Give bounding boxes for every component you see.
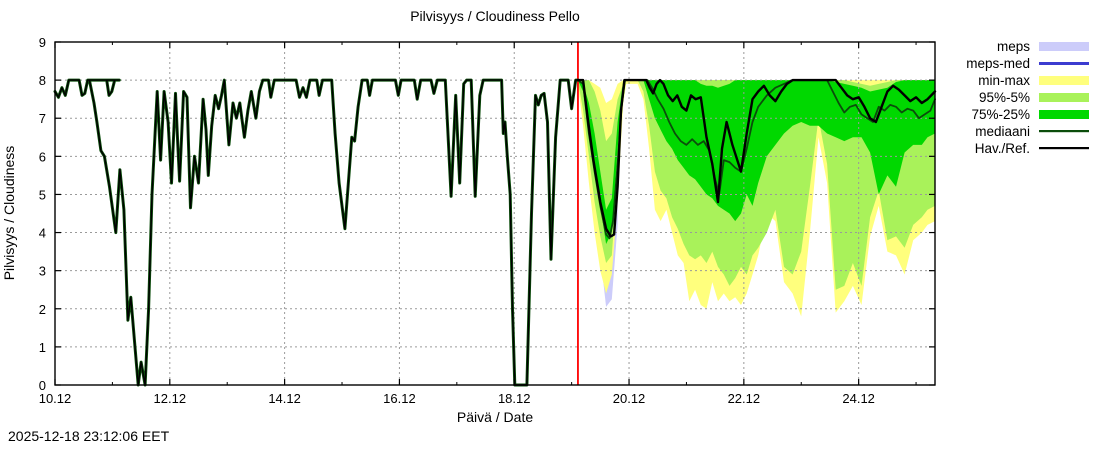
legend-swatch-fill	[1039, 110, 1089, 119]
legend-swatch-fill	[1039, 93, 1089, 102]
x-tick-label: 16.12	[383, 391, 416, 406]
legend-item-mediaani: mediaani	[975, 124, 1089, 139]
y-tick-label: 9	[39, 35, 46, 50]
legend-item-meps: meps	[997, 39, 1089, 54]
x-tick-label: 14.12	[268, 391, 301, 406]
y-tick-label: 2	[39, 302, 46, 317]
x-tick-label: 22.12	[728, 391, 761, 406]
legend-swatch-line	[1039, 130, 1089, 133]
line-forecast-ref	[576, 78, 937, 238]
plot-area: 0 1 2 3 4 5 6 7 8 9 10.12 12.12 14.12 16.12 18.12 20.12…	[39, 35, 937, 406]
x-tick-label: 24.12	[842, 391, 875, 406]
legend-item-min-max: min-max	[978, 73, 1089, 88]
x-tick-label: 10.12	[39, 391, 72, 406]
chart-title: Pilvisyys / Cloudiness Pello	[410, 8, 580, 24]
legend-item-hav-ref-: Hav./Ref.	[975, 141, 1089, 156]
legend-label: meps	[997, 39, 1030, 54]
x-tick-label: 20.12	[613, 391, 646, 406]
y-tick-label: 8	[39, 73, 46, 88]
legend-label: 95%-5%	[979, 90, 1030, 105]
y-tick-label: 6	[39, 149, 46, 164]
y-tick-label: 7	[39, 111, 46, 126]
legend-swatch-fill	[1039, 42, 1089, 51]
legend-swatch-fill	[1039, 76, 1089, 85]
legend-swatch-line	[1039, 62, 1089, 65]
y-tick-label: 1	[39, 340, 46, 355]
legend-label: 75%-25%	[971, 107, 1030, 122]
y-tick-label: 5	[39, 187, 46, 202]
plot-frame	[54, 41, 936, 386]
y-tick-label: 0	[39, 378, 46, 393]
legend-item-75-25-: 75%-25%	[971, 107, 1089, 122]
band-75-25-	[577, 80, 935, 244]
legend-item-meps-med: meps-med	[966, 56, 1089, 71]
legend-label: min-max	[978, 73, 1030, 88]
line-observation	[54, 79, 579, 386]
legend-label: mediaani	[975, 124, 1030, 139]
x-tick-label: 12.12	[154, 391, 187, 406]
legend-label: Hav./Ref.	[975, 141, 1030, 156]
y-tick-label: 3	[39, 264, 46, 279]
y-axis-label: Pilvisyys / Cloudiness	[1, 146, 17, 281]
x-axis-label: Päivä / Date	[457, 409, 533, 425]
chart-timestamp: 2025-12-18 23:12:06 EET	[8, 428, 170, 444]
legend-label: meps-med	[966, 56, 1030, 71]
legend-swatch-line	[1039, 147, 1089, 150]
chart-legend: meps meps-med min-max 95%-5% 75%-25% mediaani…	[966, 39, 1089, 156]
legend-item-95-5-: 95%-5%	[979, 90, 1089, 105]
x-tick-label: 18.12	[498, 391, 531, 406]
y-tick-label: 4	[39, 226, 46, 241]
